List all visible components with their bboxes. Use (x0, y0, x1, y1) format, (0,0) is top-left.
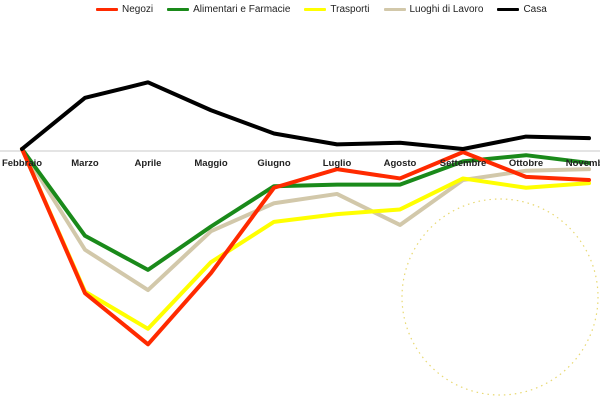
x-tick-label: Luglio (323, 158, 352, 169)
legend-swatch (304, 8, 327, 11)
legend-label: Luoghi di Lavoro (409, 4, 484, 15)
x-tick-label: Aprile (135, 158, 162, 169)
legend-item: Luoghi di Lavoro (383, 4, 484, 15)
legend-label: Casa (523, 4, 547, 15)
chart-legend: Negozi Alimentari e Farmacie Trasporti Luog… (96, 4, 561, 15)
legend-swatch (167, 8, 190, 11)
x-tick-label: Giugno (257, 158, 290, 169)
x-tick-label: Ottobre (509, 158, 543, 169)
x-tick-label: Agosto (384, 158, 417, 169)
legend-item: Casa (497, 4, 547, 15)
x-tick-label: Maggio (194, 158, 227, 169)
legend-swatch (96, 8, 118, 11)
legend-swatch (383, 8, 406, 11)
legend-item: Trasporti (304, 4, 370, 15)
x-tick-label: Febbraio (2, 158, 42, 169)
series-line-casa (20, 80, 591, 151)
series-line-luoghi-di-lavoro (20, 147, 591, 293)
x-tick-label: Settembre (440, 158, 486, 169)
legend-item: Alimentari e Farmacie (167, 4, 290, 15)
series-layer (20, 80, 591, 347)
x-tick-labels: Febbraio Marzo Aprile Maggio Giugno Luglio Ago… (2, 158, 600, 169)
legend-swatch (497, 8, 520, 11)
legend-item: Negozi (96, 4, 153, 15)
legend-label: Negozi (122, 4, 154, 15)
legend-label: Trasporti (330, 4, 370, 15)
x-tick-label: Marzo (71, 158, 99, 169)
legend-label: Alimentari e Farmacie (193, 4, 291, 15)
series-line-alimentari-e-farmacie (20, 147, 591, 272)
series-line-negozi (20, 147, 591, 347)
x-tick-label: Novembre (566, 158, 600, 169)
series-line-trasporti (20, 147, 591, 331)
decorative-dotted-circle (401, 198, 599, 396)
